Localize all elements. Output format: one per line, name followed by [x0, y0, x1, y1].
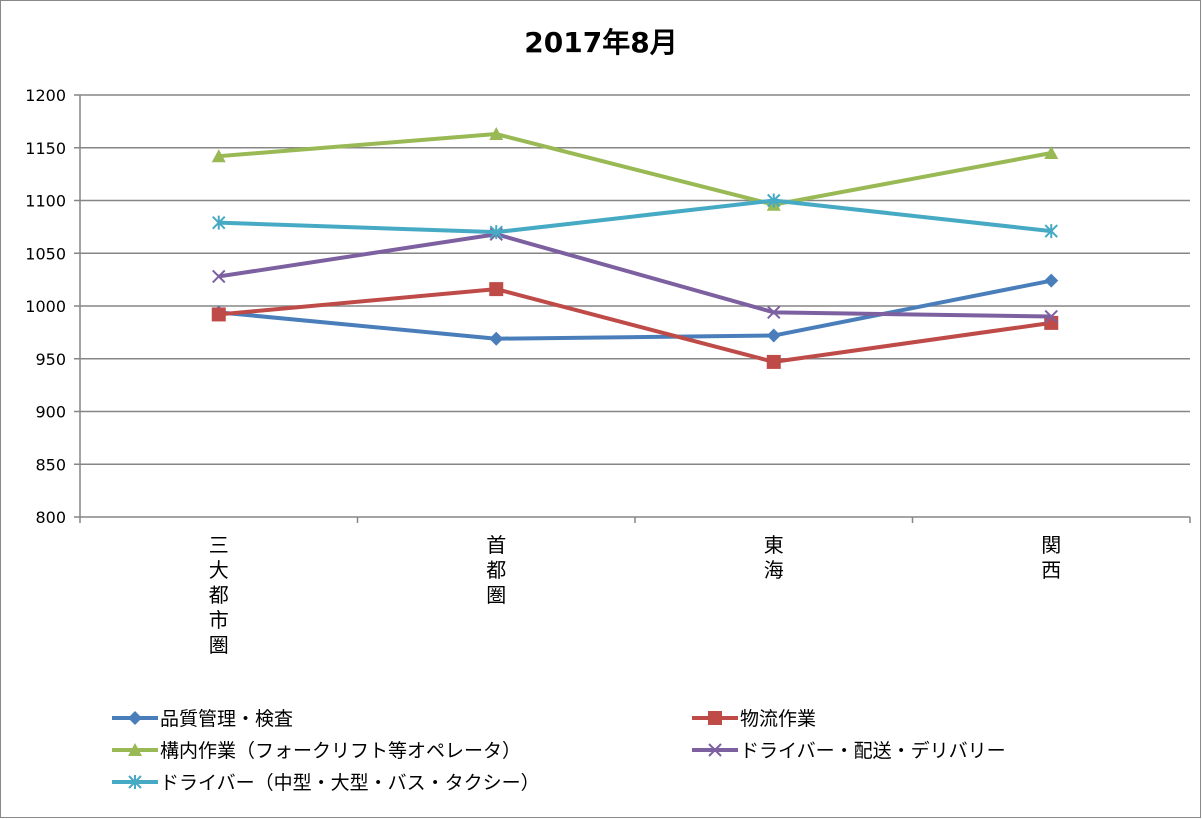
data-point	[211, 149, 226, 163]
data-point	[212, 215, 226, 230]
data-point	[1044, 273, 1059, 288]
data-point	[212, 269, 226, 284]
legend-item: ドライバー・配送・デリバリー	[692, 740, 1006, 762]
data-point	[1044, 146, 1059, 160]
data-point	[489, 127, 504, 141]
data-point	[489, 225, 503, 240]
chart-title: 2017年8月	[524, 26, 677, 59]
data-point	[767, 193, 781, 208]
legend-item: 構内作業（フォークリフト等オペレータ）	[112, 740, 521, 762]
series-line	[218, 287, 1052, 364]
legend-label: ドライバー・配送・デリバリー	[740, 740, 1006, 762]
y-tick-label: 850	[35, 455, 66, 474]
data-point	[767, 305, 781, 320]
series-line	[218, 198, 1052, 235]
y-tick-label: 1150	[25, 139, 66, 158]
y-tick-label: 900	[35, 403, 66, 422]
legend-item: 物流作業	[692, 708, 816, 730]
legend-marker	[128, 711, 142, 725]
y-tick-label: 1100	[25, 192, 66, 211]
x-tick-label: 関西	[1041, 533, 1061, 582]
x-tick-label: 三大都市圏	[209, 533, 229, 657]
series-1	[211, 282, 1059, 369]
data-point	[489, 282, 504, 297]
data-point	[1044, 224, 1058, 239]
legend-marker	[128, 743, 142, 756]
y-tick-label: 1050	[25, 244, 66, 263]
series-4	[212, 193, 1058, 240]
y-tick-label: 1000	[25, 297, 66, 316]
legend-label: 物流作業	[740, 708, 816, 730]
y-tick-label: 1200	[25, 86, 66, 105]
data-point	[489, 331, 504, 346]
series-line	[218, 132, 1052, 207]
legend-item: ドライバー（中型・大型・バス・タクシー）	[112, 772, 540, 794]
y-tick-label: 950	[35, 350, 66, 369]
data-point	[766, 328, 781, 343]
legend-label: 品質管理・検査	[160, 708, 293, 730]
y-tick-label: 800	[35, 508, 66, 527]
data-point	[766, 354, 781, 369]
legend-marker	[708, 711, 722, 725]
legend-marker	[708, 743, 722, 757]
data-point	[211, 307, 226, 322]
legend-label: 構内作業（フォークリフト等オペレータ）	[160, 740, 521, 762]
legend-marker	[128, 775, 142, 789]
series-2	[211, 127, 1059, 211]
series-line	[218, 278, 1052, 341]
legend-item: 品質管理・検査	[112, 708, 293, 730]
series-line	[218, 232, 1052, 319]
x-tick-label: 東海	[764, 533, 784, 582]
legend-label: ドライバー（中型・大型・バス・タクシー）	[160, 772, 540, 794]
x-tick-label: 首都圏	[486, 533, 506, 607]
data-point	[1044, 309, 1058, 324]
